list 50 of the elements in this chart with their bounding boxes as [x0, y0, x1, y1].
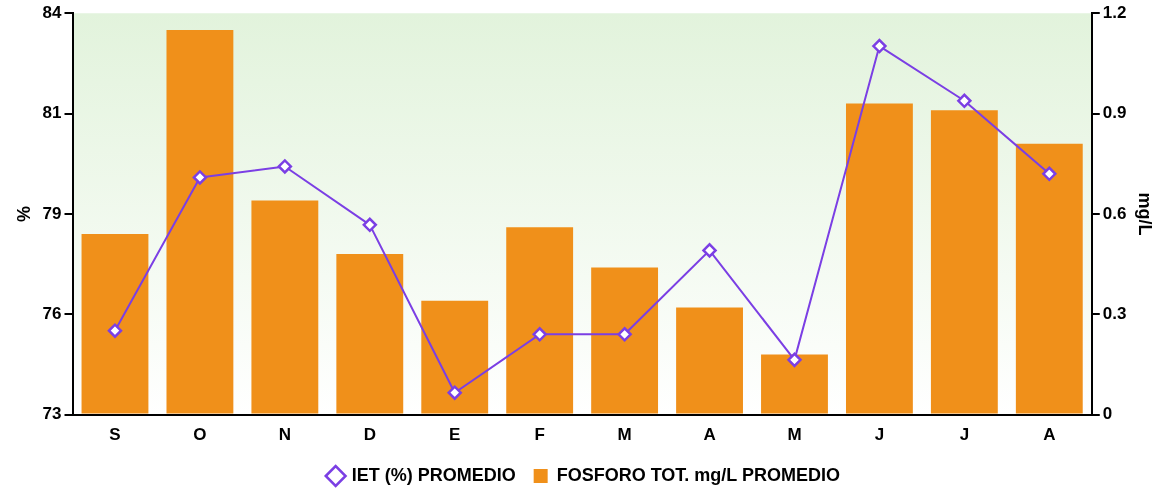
point [787, 352, 802, 368]
point [277, 159, 293, 174]
point [447, 385, 462, 400]
x-tick-label: A [1043, 425, 1056, 445]
bar [845, 103, 913, 414]
bar [421, 300, 489, 414]
bar [336, 254, 404, 414]
x-tick-label: O [193, 425, 207, 445]
y-tick-label: 73 [42, 404, 62, 424]
bar [930, 110, 998, 414]
y-tick-label: 76 [42, 303, 62, 323]
y-tick-label: 81 [42, 103, 62, 123]
y-tick-label: 84 [42, 2, 63, 22]
point [702, 243, 717, 258]
point [872, 38, 887, 54]
x-tick-label: N [278, 425, 291, 445]
x-tick-label: S [109, 425, 121, 445]
x-tick-label: J [874, 425, 885, 445]
bar [81, 233, 149, 414]
bar [506, 227, 574, 414]
legend-label: FOSFORO TOT. mg/L PROMEDIO [556, 464, 841, 485]
y2-tick-label: 0.3 [1102, 303, 1127, 323]
y2-axis-title: mg/L [1135, 192, 1156, 236]
point [362, 217, 378, 233]
bar [166, 29, 234, 414]
point [957, 93, 972, 109]
bar [251, 200, 319, 414]
y2-tick-label: 1.2 [1102, 2, 1127, 22]
y2-tick-label: 0.6 [1102, 203, 1127, 223]
x-tick-label: E [449, 425, 461, 445]
legend-label: IET (%) PROMEDIO [351, 464, 516, 485]
bar [676, 307, 743, 414]
y-tick-label: 79 [42, 203, 62, 223]
y2-tick-label: 0.9 [1102, 103, 1127, 123]
y-axis-title: % [13, 205, 34, 222]
y2-tick-label: 0 [1102, 404, 1113, 424]
x-tick-label: F [534, 425, 545, 445]
point [192, 170, 208, 185]
bar [591, 267, 659, 414]
point [107, 323, 123, 338]
x-tick-label: A [703, 425, 716, 445]
point [1042, 166, 1057, 182]
x-tick-label: J [959, 425, 970, 445]
bar [1015, 143, 1083, 414]
point [532, 327, 547, 342]
bar [761, 354, 828, 414]
x-tick-label: M [787, 425, 802, 445]
point [617, 327, 632, 342]
x-tick-label: D [363, 425, 376, 445]
x-tick-label: M [617, 425, 632, 445]
